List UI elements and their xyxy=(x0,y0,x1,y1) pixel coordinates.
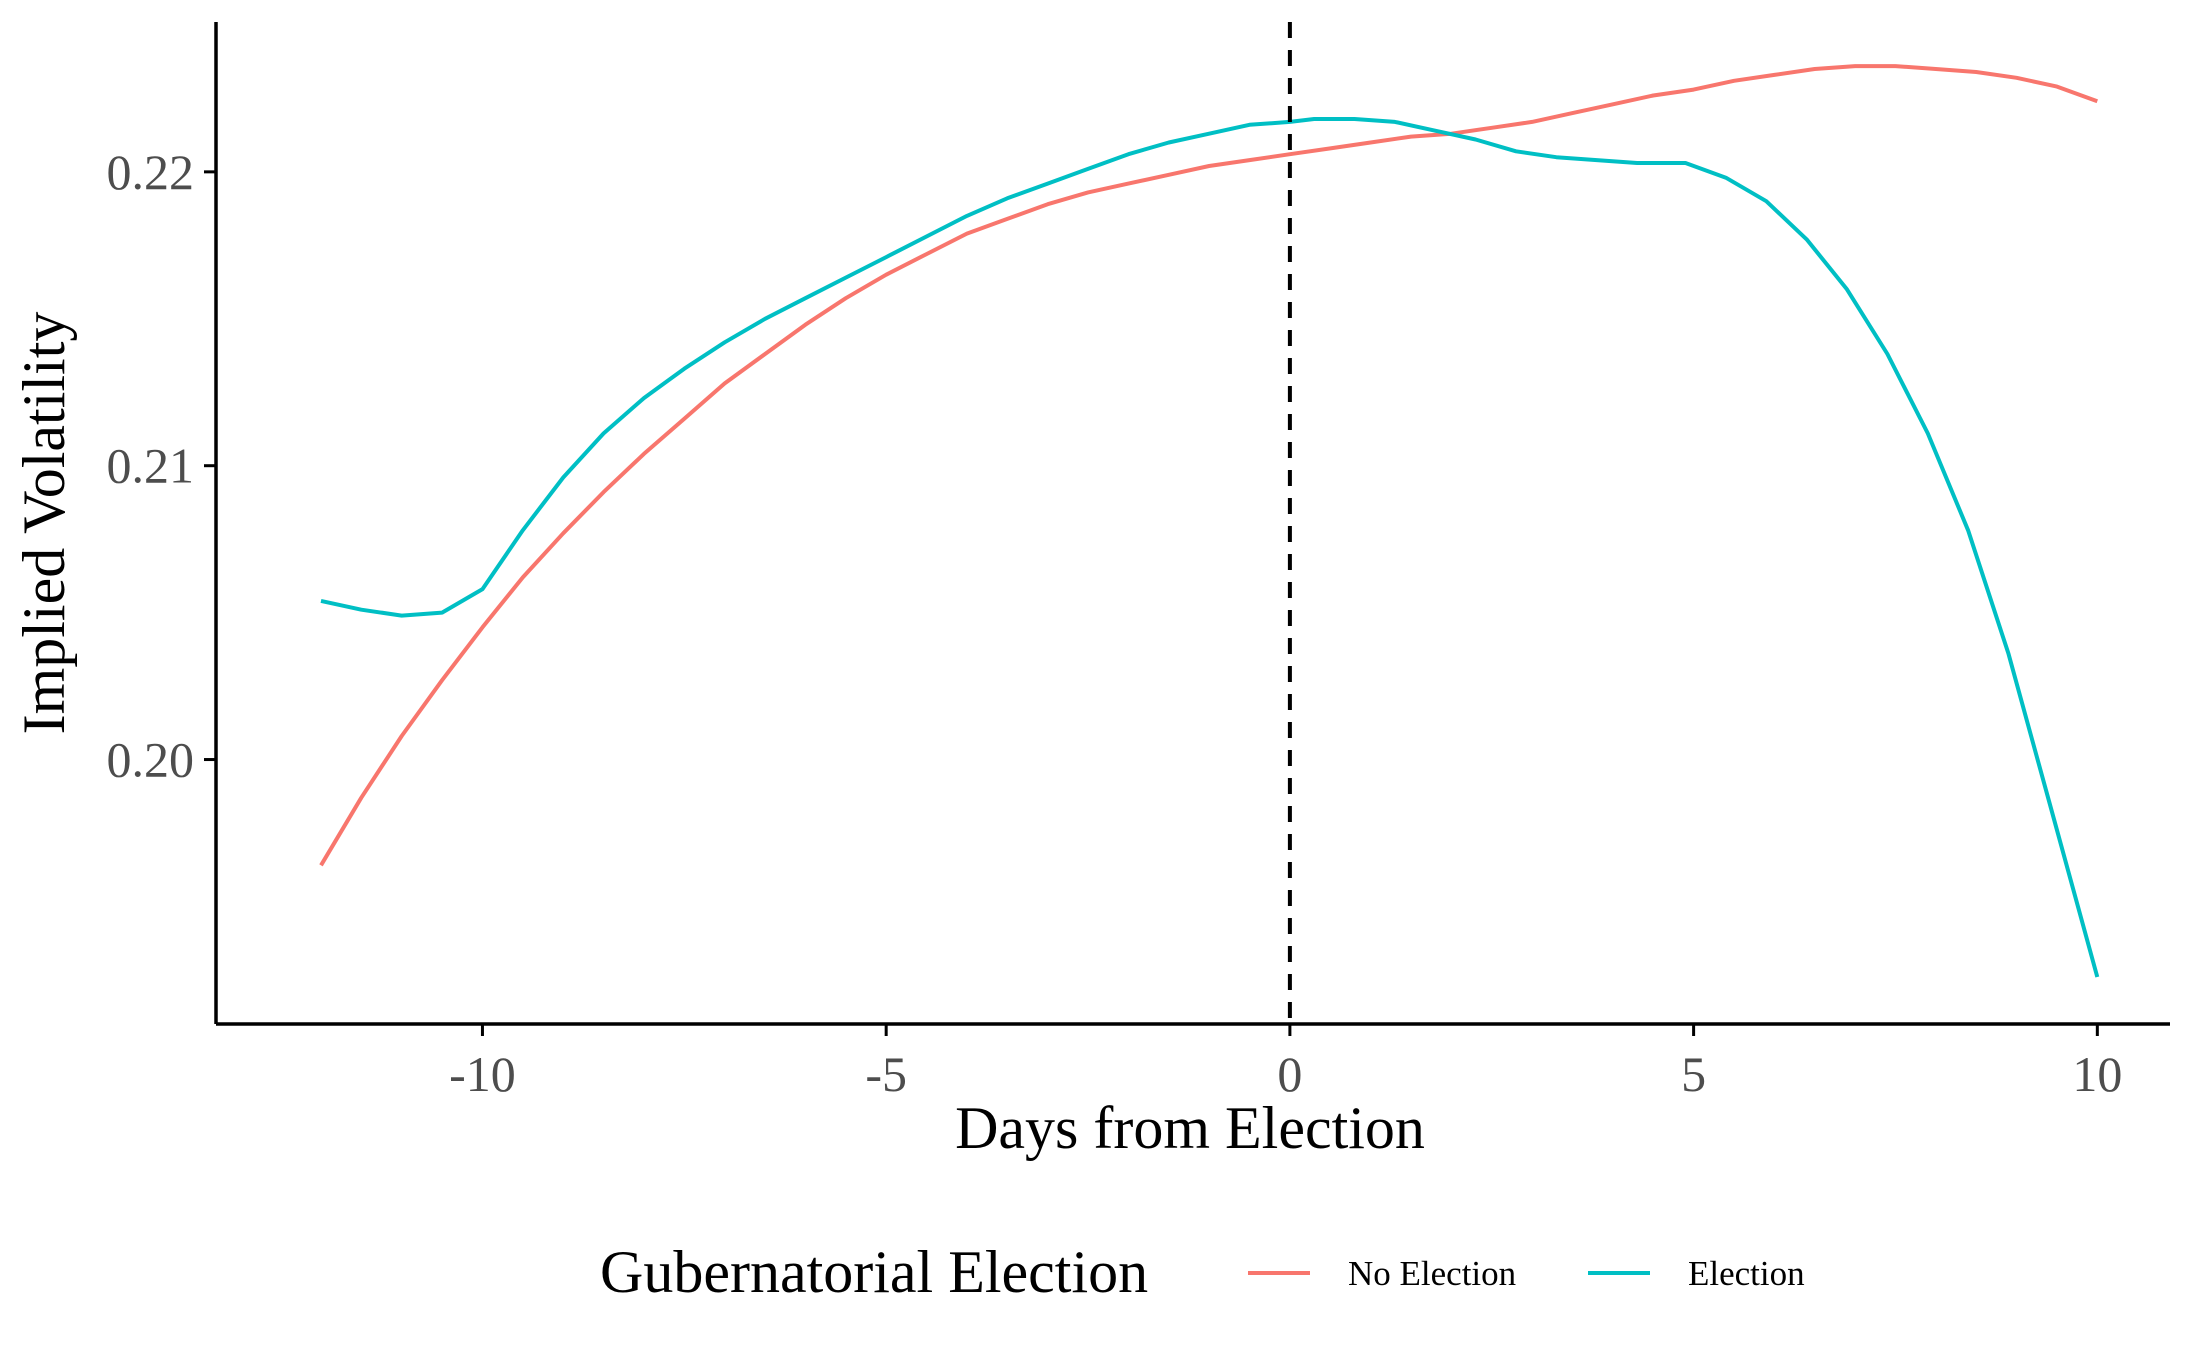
x-tick-label: 10 xyxy=(2072,1046,2122,1102)
legend: Gubernatorial Election No Election Electi… xyxy=(600,1239,1805,1305)
legend-label-no-election: No Election xyxy=(1348,1254,1516,1293)
plot-lines xyxy=(319,64,2100,978)
y-tick-label: 0.20 xyxy=(107,732,195,788)
x-axis-ticks: -10 -5 0 5 10 xyxy=(449,1024,2122,1102)
y-axis-title: Implied Volatility xyxy=(11,312,77,735)
x-axis-title: Days from Election xyxy=(955,1095,1425,1161)
series-line-no-election xyxy=(319,64,2098,867)
series-line-election xyxy=(320,117,2100,978)
legend-title: Gubernatorial Election xyxy=(600,1239,1148,1305)
y-tick-label: 0.21 xyxy=(107,438,195,494)
x-tick-label: 0 xyxy=(1277,1046,1302,1102)
x-tick-label: 5 xyxy=(1681,1046,1706,1102)
x-tick-label: -5 xyxy=(865,1046,907,1102)
x-tick-label: -10 xyxy=(449,1046,516,1102)
y-axis-ticks: 0.20 0.21 0.22 xyxy=(107,144,216,788)
legend-label-election: Election xyxy=(1688,1254,1805,1293)
legend-items: No Election Election xyxy=(1248,1254,1805,1293)
y-tick-label: 0.22 xyxy=(107,144,195,200)
